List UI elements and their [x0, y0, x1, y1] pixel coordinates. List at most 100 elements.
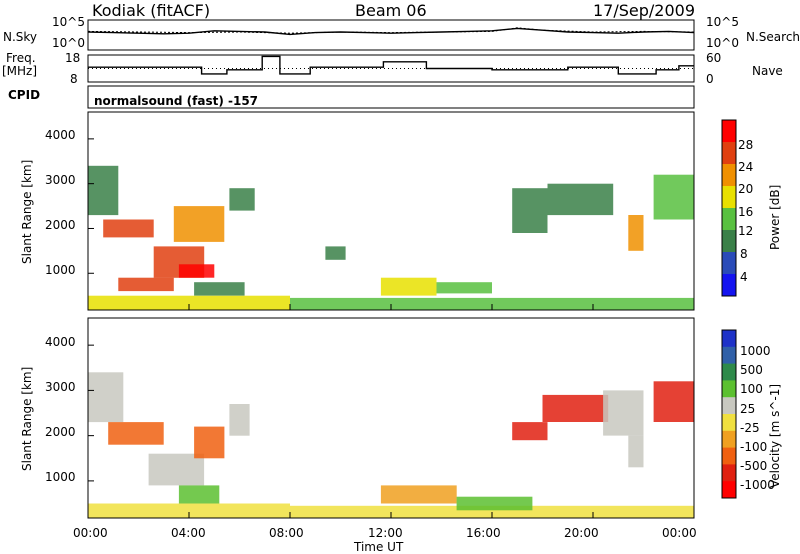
power-region-15 — [628, 215, 644, 251]
power-cb-frame — [721, 119, 737, 297]
power-cb-swatch-6 — [722, 252, 736, 275]
velocity-region-11 — [542, 394, 609, 422]
freq-series — [88, 55, 694, 75]
power-region-9 — [229, 188, 255, 211]
cpid-text: normalsound (fast) -157 — [94, 94, 259, 108]
vel-cb-tick-1: 500 — [740, 363, 763, 377]
freq-left-tick-bottom: 8 — [70, 72, 78, 86]
vel-ytick-1000: 1000 — [45, 470, 76, 484]
freq-unit-label: [MHz] — [2, 64, 38, 78]
power-cb-tick-8: 8 — [740, 247, 748, 261]
power-region-6 — [118, 277, 174, 292]
velocity-region-4 — [148, 453, 205, 486]
power-cb-swatch-5 — [722, 230, 736, 253]
noise-left-tick-bottom: 10^0 — [52, 36, 85, 50]
noise-right-tick-bottom: 10^0 — [706, 36, 739, 50]
power-region-0 — [88, 295, 290, 310]
velocity-cb-swatch-3 — [722, 380, 736, 398]
power-cb-tick-20: 20 — [738, 182, 754, 196]
power-cb-swatch-0 — [722, 120, 736, 143]
station-title: Kodiak (fitACF) — [92, 1, 211, 20]
vel-cb-tick-5: -100 — [740, 440, 768, 454]
velocity-cb-swatch-9 — [722, 481, 736, 499]
velocity-cb-swatch-6 — [722, 430, 736, 449]
vel-cb-tick-7: -1000 — [740, 478, 775, 492]
velocity-cb-swatch-0 — [722, 330, 736, 348]
nave-label: Nave — [752, 64, 783, 78]
velocity-cb-swatch-7 — [722, 447, 736, 465]
velocity-region-6 — [194, 426, 225, 459]
xtick-2: 08:00 — [269, 526, 304, 540]
velocity-region-7 — [229, 404, 250, 436]
freq-label: Freq. — [6, 51, 36, 65]
power-region-16 — [653, 174, 694, 220]
power-cb-swatch-7 — [722, 274, 736, 297]
freq-panel-frame — [87, 54, 695, 83]
power-ytick-3000: 3000 — [45, 173, 76, 187]
xtick-0: 00:00 — [73, 526, 108, 540]
velocity-region-2 — [88, 372, 124, 423]
date-title: 17/Sep/2009 — [593, 1, 696, 20]
xtick-3: 12:00 — [368, 526, 403, 540]
power-region-11 — [380, 277, 437, 296]
power-region-8 — [194, 282, 245, 296]
power-cb-tick-24: 24 — [738, 160, 754, 174]
vel-cb-tick-3: 25 — [740, 402, 756, 416]
vel-ytick-2000: 2000 — [45, 425, 76, 439]
power-region-3 — [103, 219, 154, 238]
velocity-cb-swatch-2 — [722, 363, 736, 381]
vel-cb-tick-6: -500 — [740, 459, 768, 473]
vel-ytick-3000: 3000 — [45, 380, 76, 394]
vel-cb-tick-0: 1000 — [740, 344, 771, 358]
power-cb-swatch-4 — [722, 208, 736, 231]
nsky-label: N.Sky — [3, 30, 38, 44]
xtick-5: 20:00 — [564, 526, 599, 540]
power-region-10 — [325, 246, 346, 260]
velocity-region-12 — [603, 390, 644, 436]
velocity-cb-swatch-5 — [722, 414, 736, 432]
velocity-cb-swatch-1 — [722, 346, 736, 365]
power-ytick-2000: 2000 — [45, 218, 76, 232]
power-region-7 — [173, 206, 225, 242]
power-ytick-4000: 4000 — [45, 128, 76, 142]
noise-right-tick-top: 10^5 — [706, 15, 739, 29]
velocity-cb-frame — [721, 329, 737, 499]
velocity-region-9 — [456, 496, 533, 511]
velocity-region-8 — [380, 485, 457, 504]
vel-cb-tick-2: 100 — [740, 382, 763, 396]
freq-left-tick-top: 18 — [65, 51, 81, 65]
power-region-5 — [178, 264, 215, 278]
xtick-6: 00:00 — [662, 526, 697, 540]
nsearch-label: N.Search — [746, 30, 800, 44]
power-cb-tick-4: 4 — [740, 270, 748, 284]
velocity-cb-swatch-8 — [722, 464, 736, 482]
velocity-region-14 — [653, 381, 694, 422]
beam-title: Beam 06 — [355, 1, 427, 20]
power-cb-tick-28: 28 — [738, 138, 754, 152]
power-cb-swatch-2 — [722, 164, 736, 187]
freq-right-tick-top: 60 — [706, 51, 722, 65]
power-region-12 — [436, 282, 492, 294]
velocity-region-5 — [178, 485, 220, 504]
noise-series-0 — [87, 27, 695, 36]
power-cb-tick-16: 16 — [738, 205, 754, 219]
vel-ytick-4000: 4000 — [45, 335, 76, 349]
x-axis-label: Time UT — [354, 540, 404, 554]
noise-left-tick-top: 10^5 — [52, 15, 85, 29]
velocity-region-0 — [88, 503, 290, 518]
noise-panel-frame — [87, 19, 695, 51]
velocity-region-3 — [108, 422, 164, 445]
noise-series-1 — [87, 27, 695, 34]
xtick-4: 16:00 — [466, 526, 501, 540]
xtick-1: 04:00 — [171, 526, 206, 540]
power-ytick-1000: 1000 — [45, 263, 76, 277]
power-cb-swatch-1 — [722, 142, 736, 165]
power-region-14 — [547, 183, 614, 216]
velocity-cb-swatch-4 — [722, 397, 736, 415]
velocity-region-10 — [512, 422, 548, 441]
power-cb-swatch-3 — [722, 186, 736, 209]
velocity-region-13 — [628, 435, 644, 468]
power-region-2 — [88, 165, 119, 216]
power-region-13 — [512, 188, 548, 233]
